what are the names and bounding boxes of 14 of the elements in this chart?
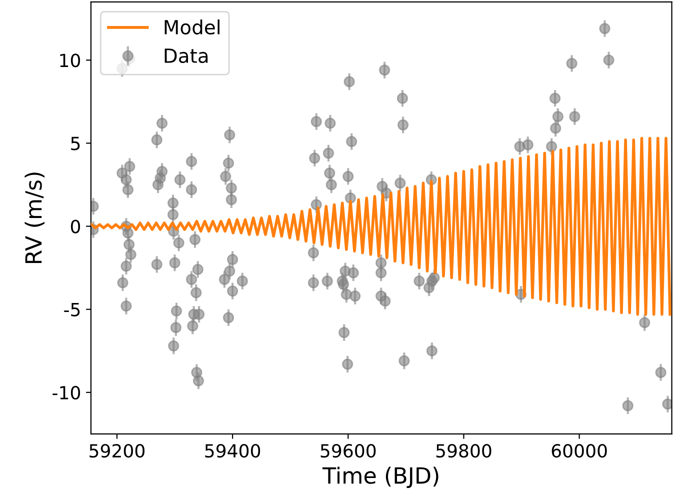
- y-tick-label: -5: [64, 303, 80, 316]
- y-axis-title: RV (m/s): [24, 172, 44, 264]
- y-tick-label: -10: [52, 386, 80, 400]
- y-tick-label: 10: [60, 54, 80, 68]
- y-tick-label: 5: [71, 136, 80, 150]
- legend-label: Data: [164, 48, 208, 64]
- x-axis-title: Time (BJD): [322, 466, 438, 488]
- y-tick-label: 0: [70, 220, 80, 234]
- legend-label: Model: [164, 19, 220, 35]
- x-tick-label: 60000: [552, 444, 607, 458]
- x-tick-label: 59200: [90, 444, 144, 458]
- x-tick-label: 59600: [320, 444, 376, 458]
- x-tick-label: 59800: [436, 444, 492, 458]
- x-tick-label: 59400: [205, 444, 260, 458]
